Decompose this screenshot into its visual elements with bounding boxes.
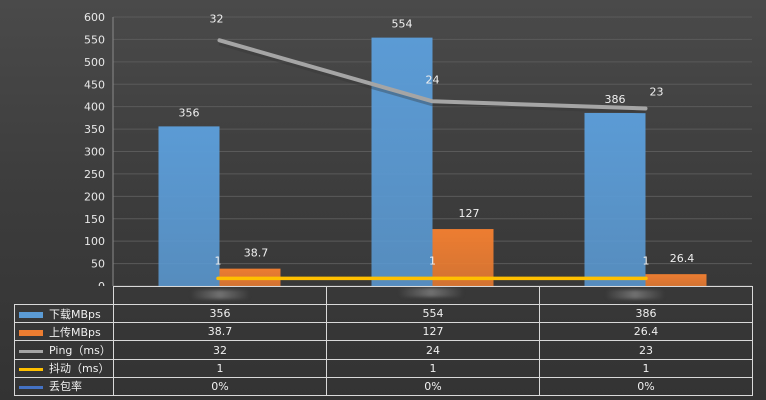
legend-swatch [19,385,43,389]
y-tick-label: 500 [84,56,105,69]
data-label-jitter-2: 1 [429,254,436,267]
table-value-cell: 1 [113,358,327,378]
data-label-jitter-3: 1 [643,254,650,267]
table-header-row [14,285,753,306]
line-ping [217,38,648,111]
table-value-cell: 386 [539,304,753,324]
table-row: Ping（ms） 32 24 23 [14,340,753,360]
chart-plot: 0 50 100 150 200 250 300 350 400 450 500 550 600 356 5… [84,11,752,286]
table-value-cell: 554 [326,304,540,324]
table-legend-cell: 上传MBps [14,322,114,342]
table-category-cell [326,285,540,306]
y-tick-label: 100 [84,235,105,248]
data-label-download-3: 386 [605,93,626,106]
data-label-ping-2: 24 [426,73,440,86]
bar-upload-2 [432,229,494,286]
table-value-cell: 23 [539,340,753,360]
data-label-upload-3: 26.4 [670,252,695,265]
table-row: 丢包率 0% 0% 0% [14,376,753,397]
y-tick-label: 550 [84,33,105,46]
table-legend-cell: Ping（ms） [14,340,114,360]
table-category-cell [113,285,327,306]
table-value-cell: 38.7 [113,322,327,342]
legend-label: 上传MBps [49,325,101,339]
table-row: 上传MBps 38.7 127 26.4 [14,322,753,342]
legend-label: 抖动（ms） [49,362,110,376]
table-value-cell: 24 [326,340,540,360]
y-tick-label: 300 [84,146,105,159]
legend-swatch [19,311,43,318]
table-value-cell: 0% [326,376,540,397]
table-value-cell: 1 [539,358,753,378]
table-value-cell: 356 [113,304,327,324]
data-label-download-2: 554 [392,18,413,31]
y-tick-label: 200 [84,190,105,203]
data-label-download-1: 356 [179,106,200,119]
y-tick-label: 50 [91,258,105,271]
table-category-cell [539,285,753,306]
legend-swatch [19,329,43,336]
data-label-ping-3: 23 [650,85,664,98]
table-value-cell: 0% [539,376,753,397]
legend-label: 丢包率 [49,380,82,394]
table-corner-cell [14,286,114,306]
table-value-cell: 32 [113,340,327,360]
table-legend-cell: 丢包率 [14,376,114,397]
y-tick-label: 150 [84,213,105,226]
data-label-ping-1: 32 [210,12,224,25]
y-tick-label: 350 [84,123,105,136]
table-value-cell: 1 [326,358,540,378]
table-value-cell: 0% [113,376,327,397]
data-table: 下载MBps 356 554 386 上传MBps 38.7 127 26.4 Ping（ms）… [14,285,753,397]
table-legend-cell: 抖动（ms） [14,358,114,378]
legend-swatch [19,349,43,353]
y-tick-label: 400 [84,101,105,114]
legend-label: Ping（ms） [49,344,111,358]
y-tick-label: 250 [84,168,105,181]
y-tick-label: 600 [84,11,105,24]
data-label-jitter-1: 1 [215,254,222,267]
table-legend-cell: 下载MBps [14,304,114,324]
table-row: 下载MBps 356 554 386 [14,304,753,324]
y-tick-label: 0 [98,280,105,286]
bar-download-2 [371,37,433,286]
data-label-upload-1: 38.7 [244,247,269,260]
table-value-cell: 26.4 [539,322,753,342]
table-row: 抖动（ms） 1 1 1 [14,358,753,378]
bar-download-3 [584,112,646,286]
bar-upload-3 [645,274,707,286]
bar-download-1 [158,126,220,286]
legend-label: 下载MBps [49,307,101,321]
data-label-upload-2: 127 [459,207,480,220]
table-value-cell: 127 [326,322,540,342]
y-tick-label: 450 [84,78,105,91]
legend-swatch [19,367,43,371]
